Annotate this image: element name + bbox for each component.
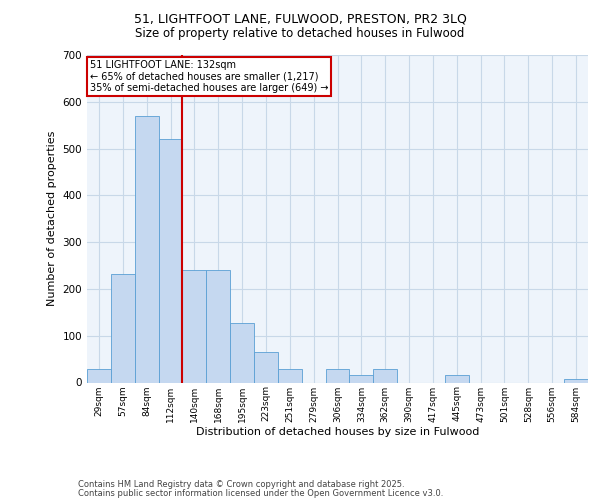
- Bar: [111, 274, 135, 382]
- Text: 51, LIGHTFOOT LANE, FULWOOD, PRESTON, PR2 3LQ: 51, LIGHTFOOT LANE, FULWOOD, PRESTON, PR…: [134, 12, 466, 26]
- Text: Contains public sector information licensed under the Open Government Licence v3: Contains public sector information licen…: [78, 489, 443, 498]
- Bar: [158, 139, 182, 382]
- Text: Contains HM Land Registry data © Crown copyright and database right 2025.: Contains HM Land Registry data © Crown c…: [78, 480, 404, 489]
- Bar: [230, 322, 254, 382]
- Bar: [326, 370, 349, 382]
- Bar: [564, 379, 588, 382]
- Bar: [87, 370, 111, 382]
- Bar: [254, 352, 278, 382]
- Bar: [445, 376, 469, 382]
- Bar: [182, 270, 206, 382]
- X-axis label: Distribution of detached houses by size in Fulwood: Distribution of detached houses by size …: [196, 427, 479, 437]
- Bar: [278, 370, 302, 382]
- Bar: [206, 270, 230, 382]
- Text: 51 LIGHTFOOT LANE: 132sqm
← 65% of detached houses are smaller (1,217)
35% of se: 51 LIGHTFOOT LANE: 132sqm ← 65% of detac…: [89, 60, 328, 93]
- Bar: [373, 370, 397, 382]
- Y-axis label: Number of detached properties: Number of detached properties: [47, 131, 57, 306]
- Bar: [135, 116, 158, 382]
- Bar: [349, 376, 373, 382]
- Text: Size of property relative to detached houses in Fulwood: Size of property relative to detached ho…: [136, 28, 464, 40]
